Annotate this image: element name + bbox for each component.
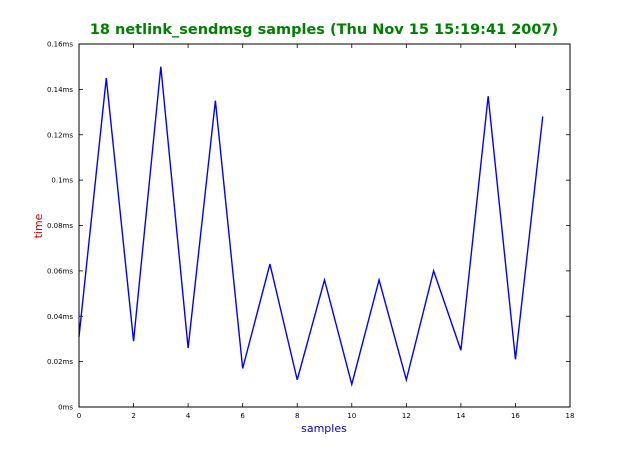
x-tick-label: 12 (402, 412, 411, 420)
y-tick-label: 0ms (58, 404, 73, 412)
x-tick-label: 18 (566, 412, 575, 420)
x-tick-label: 6 (240, 412, 245, 420)
y-tick-label: 0.12ms (47, 131, 73, 139)
chart-title: 18 netlink_sendmsg samples (Thu Nov 15 1… (90, 22, 558, 38)
x-axis-label: samples (301, 422, 347, 435)
plot-frame (78, 43, 571, 408)
y-tick-label: 0.14ms (47, 86, 73, 94)
x-tick-label: 4 (186, 412, 191, 420)
y-axis-label: time (32, 213, 45, 238)
x-tick-label: 16 (511, 412, 520, 420)
y-tick-label: 0.06ms (47, 267, 73, 275)
x-tick-label: 2 (131, 412, 135, 420)
axis-ticks: 0 2 4 6 8 10 12 14 16 18 0ms 0.02ms 0.04ms 0.06ms 0.08… (47, 41, 575, 421)
y-tick-label: 0.02ms (47, 358, 73, 366)
x-tick-label: 10 (347, 412, 356, 420)
x-tick-label: 14 (456, 412, 465, 420)
y-tick-label: 0.04ms (47, 313, 73, 321)
series-line (78, 66, 544, 388)
y-tick-label: 0.08ms (47, 222, 73, 230)
y-tick-label: 0.1ms (51, 177, 73, 185)
y-tick-label: 0.16ms (47, 41, 73, 49)
x-tick-label: 8 (295, 412, 299, 420)
x-tick-label: 0 (77, 412, 81, 420)
